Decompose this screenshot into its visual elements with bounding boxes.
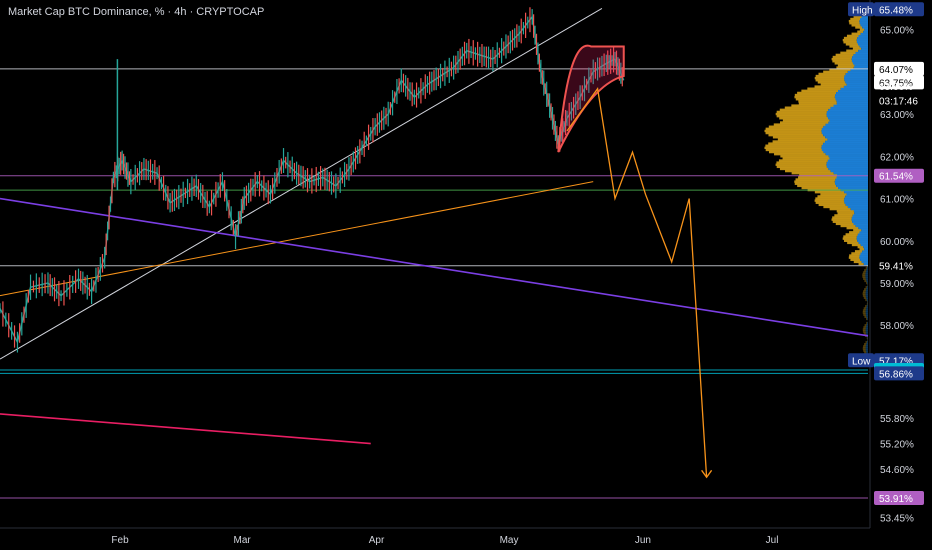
price-axis (870, 0, 932, 550)
y-tick-label: 55.80% (880, 414, 914, 425)
x-tick-label: Apr (369, 535, 385, 546)
price-tag-bg (874, 168, 924, 183)
y-tick-label: 55.20% (880, 440, 914, 451)
price-tag-value: 53.91% (879, 494, 913, 505)
price-tag-bg (874, 61, 924, 76)
price-tag-value: 64.07% (879, 65, 913, 76)
price-tag-value: 59.41% (879, 262, 913, 273)
price-tag-bg (874, 2, 924, 17)
price-tag-bg (874, 366, 924, 381)
projection-arrowhead (701, 469, 713, 479)
price-tag-name-bg (848, 2, 874, 17)
projection-path (566, 87, 708, 478)
y-tick-label: 60.00% (880, 237, 914, 248)
price-tag-name: High (852, 5, 873, 16)
y-tick-label: 53.45% (880, 513, 914, 524)
x-tick-label: Mar (234, 535, 252, 546)
x-tick-label: Feb (111, 535, 129, 546)
y-tick-label: 54.60% (880, 465, 914, 476)
y-tick-label: 61.00% (880, 195, 914, 206)
price-tag-value: 63.75% (879, 78, 913, 89)
chart-title: Market Cap BTC Dominance, % · 4h · CRYPT… (8, 6, 265, 18)
price-tag-value: 57.17% (879, 356, 913, 367)
y-tick-label: 58.00% (880, 321, 914, 332)
y-tick-label: 62.00% (880, 152, 914, 163)
volume-profile (764, 15, 868, 361)
x-tick-label: Jun (635, 535, 651, 546)
price-tag-value: 03:17:46 (879, 97, 918, 108)
price-tag-name-bg (848, 353, 874, 368)
price-tag-value: 56.86% (879, 369, 913, 380)
trendline (0, 181, 594, 297)
trendline (0, 413, 371, 445)
y-tick-label: 65.00% (880, 26, 914, 37)
x-tick-label: Jul (766, 535, 779, 546)
price-tag-bg (874, 491, 924, 506)
price-tag-value: 61.54% (879, 172, 913, 183)
price-tag-value: 63.66% (879, 82, 913, 93)
y-tick-label: 63.00% (880, 110, 914, 121)
price-tag-name: Low (852, 356, 871, 367)
trendline (0, 197, 869, 337)
price-tag-value: 65.48% (879, 5, 913, 16)
x-tick-label: May (500, 535, 519, 546)
y-tick-label: 59.00% (880, 279, 914, 290)
price-tag-bg (874, 75, 924, 90)
